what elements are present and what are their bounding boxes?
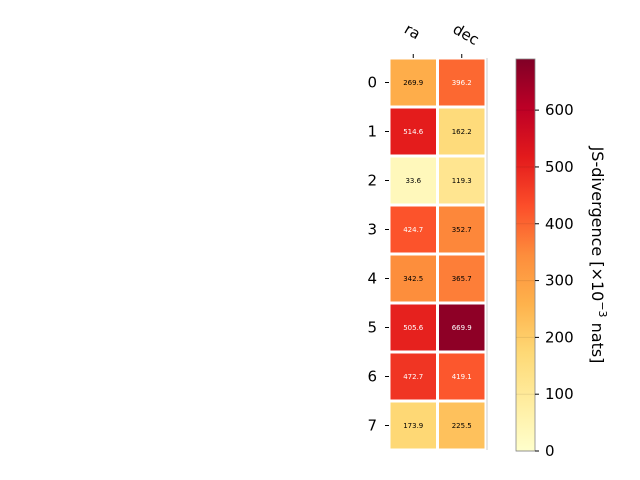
heatmap-cell (390, 353, 436, 400)
y-tick-label: 1 (367, 123, 377, 141)
y-tick-label: 2 (367, 172, 377, 190)
colorbar-tick-label: 100 (545, 385, 574, 403)
heatmap-cell (390, 304, 436, 351)
colorbar-tick-label: 500 (545, 158, 574, 176)
heatmap-cell (439, 59, 485, 106)
heatmap-cell-value: 119.3 (452, 177, 472, 185)
x-tick-label: dec (450, 20, 482, 49)
y-axis-ticks: 0 1 2 3 4 5 6 7 (367, 74, 389, 435)
colorbar-label-suffix: nats] (588, 318, 607, 364)
colorbar-tick-label: 300 (545, 272, 574, 290)
colorbar-label-prefix: JS-divergence [×10 (588, 146, 607, 302)
colorbar-gradient (515, 58, 536, 452)
colorbar-tick-label: 0 (545, 442, 555, 460)
heatmap-cell-value: 352.7 (452, 226, 472, 234)
y-tick-label: 5 (367, 319, 377, 337)
heatmap-cell (439, 402, 485, 449)
heatmap-cell (390, 402, 436, 449)
heatmap-grid: 269.9 396.2 514.6 162.2 33.6 119.3 424.7 352.7 3… (390, 58, 488, 450)
heatmap-cell (439, 157, 485, 204)
heatmap-cell-value: 365.7 (452, 275, 472, 283)
heatmap-cell (439, 108, 485, 155)
heatmap-cell-value: 33.6 (405, 177, 421, 185)
heatmap-cell-value: 419.1 (452, 373, 472, 381)
colorbar-ticks: 0 100 200 300 400 500 600 (516, 101, 574, 460)
colorbar (515, 58, 536, 452)
y-tick-label: 0 (367, 74, 377, 92)
heatmap-cell-value: 472.7 (403, 373, 423, 381)
y-tick-label: 6 (367, 368, 377, 386)
x-axis-ticks: ra dec (401, 20, 482, 58)
heatmap-cell (390, 206, 436, 253)
y-tick-label: 4 (367, 270, 377, 288)
heatmap-cell (439, 206, 485, 253)
heatmap-cell-value: 269.9 (403, 79, 423, 87)
heatmap-cell-value: 505.6 (403, 324, 424, 332)
colorbar-label-exponent: −3 (596, 301, 609, 317)
heatmap-cell (439, 353, 485, 400)
heatmap-cell-value: 514.6 (403, 128, 424, 136)
heatmap-cell-value: 342.5 (403, 275, 423, 283)
heatmap-cell (390, 59, 436, 106)
colorbar-tick-label: 600 (545, 101, 574, 119)
heatmap-cell (439, 304, 485, 351)
heatmap-cell-value: 225.5 (452, 422, 472, 430)
heatmap-cell-value: 173.9 (403, 422, 423, 430)
colorbar-tick-label: 200 (545, 328, 574, 346)
heatmap-cell-value: 396.2 (452, 79, 472, 87)
heatmap-cell-value: 162.2 (452, 128, 472, 136)
heatmap-cell (390, 108, 436, 155)
heatmap-cell (439, 255, 485, 302)
colorbar-label: JS-divergence [×10−3 nats] (588, 146, 609, 364)
y-tick-label: 3 (367, 221, 377, 239)
x-tick-label: ra (401, 20, 423, 43)
heatmap-cell-value: 424.7 (403, 226, 423, 234)
heatmap-cell (390, 255, 436, 302)
y-tick-label: 7 (367, 417, 377, 435)
colorbar-tick-label: 400 (545, 215, 574, 233)
heatmap-cell (390, 157, 436, 204)
heatmap-cell-value: 669.9 (452, 324, 472, 332)
